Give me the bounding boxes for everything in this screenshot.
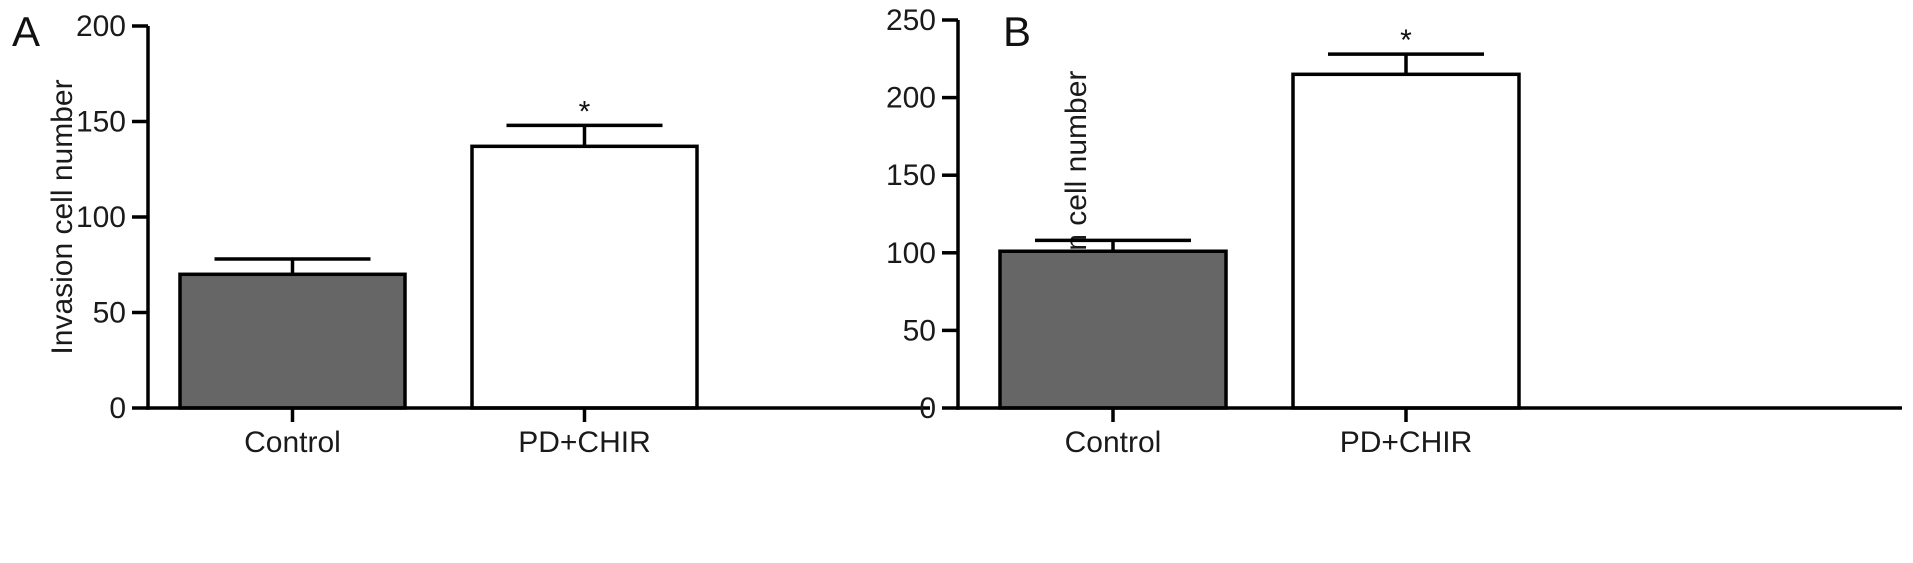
significance-marker: * [579,95,591,128]
significance-marker: * [1400,24,1412,57]
panel-letter: B [1003,8,1031,55]
bar-control [178,272,407,410]
bar-pd-chir [470,144,699,410]
panel-letter: A [12,8,40,55]
x-tick-label: Control [1065,426,1162,459]
bar-control [998,249,1228,410]
y-tick-label: 0 [919,392,936,425]
y-tick-label: 0 [109,392,126,425]
x-tick-label: PD+CHIR [518,426,651,459]
bar-pd-chir [1291,72,1521,410]
x-tick-label: PD+CHIR [1340,426,1473,459]
y-tick-label: 250 [886,4,936,37]
y-tick-label: 150 [886,159,936,192]
x-tick-label: Control [244,426,341,459]
y-tick-label: 200 [886,82,936,115]
y-tick-label: 100 [76,201,126,234]
y-tick-label: 150 [76,106,126,139]
y-tick-label: 100 [886,237,936,270]
y-tick-label: 50 [903,314,936,347]
y-tick-label: 200 [76,10,126,43]
y-tick-label: 50 [93,297,126,330]
y-axis-label: Invasion cell number [46,79,79,354]
